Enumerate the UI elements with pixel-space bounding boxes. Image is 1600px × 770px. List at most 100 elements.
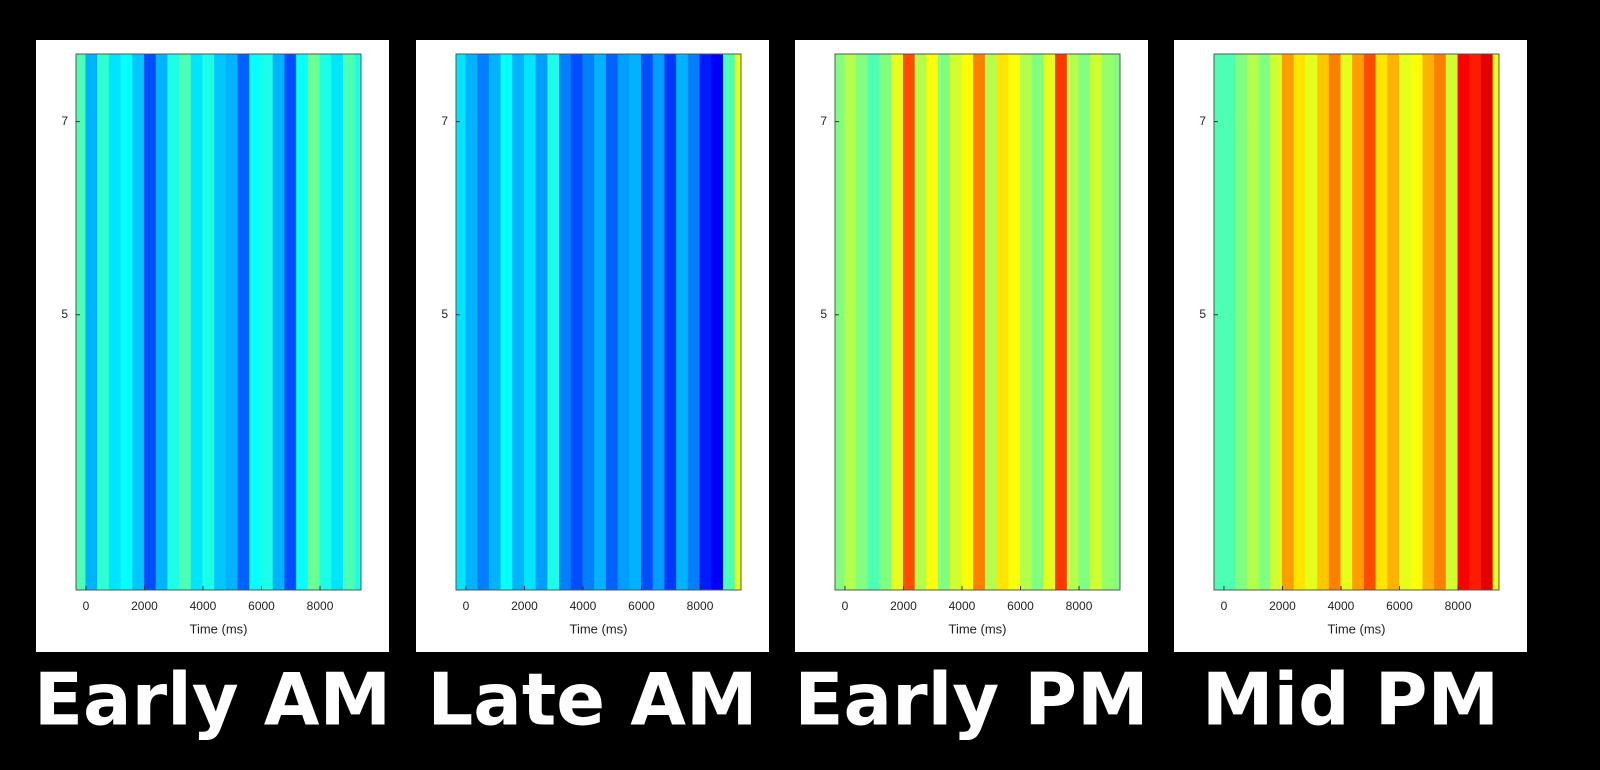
- y-tick-label: 7: [61, 114, 68, 128]
- x-tick-label: 0: [83, 599, 90, 613]
- heatmap-cell: [488, 54, 502, 590]
- heatmap-cell: [984, 54, 998, 590]
- heatmap-cell: [1317, 54, 1330, 590]
- heatmap-cell: [891, 54, 904, 590]
- heatmap-cell: [973, 54, 986, 590]
- heatmap-cell: [1434, 54, 1447, 590]
- heatmap-cell: [734, 54, 741, 590]
- heatmap-cell: [629, 54, 643, 590]
- heatmap-cell: [1055, 54, 1068, 590]
- heatmap-cell: [676, 54, 689, 590]
- heatmap-cell: [237, 54, 251, 590]
- heatmap-cells: [1214, 54, 1499, 590]
- heatmap-cell: [652, 54, 666, 590]
- heatmap-cell: [879, 54, 893, 590]
- heatmap-cells: [456, 54, 741, 590]
- heatmap-cell: [1480, 54, 1494, 590]
- heatmap-cell: [307, 54, 321, 590]
- heatmap-cell: [535, 54, 549, 590]
- heatmap-cell: [132, 54, 145, 590]
- x-axis-label: Time (ms): [948, 621, 1006, 636]
- y-tick-label: 7: [820, 114, 827, 128]
- heatmap-cell: [1281, 54, 1295, 590]
- heatmap-cell: [143, 54, 157, 590]
- x-tick-label: 2000: [890, 599, 917, 613]
- heatmap-cell: [85, 54, 99, 590]
- x-tick-label: 4000: [190, 599, 217, 613]
- heatmap-cells: [76, 54, 361, 590]
- heatmap-cell: [699, 54, 713, 590]
- heatmap-cell: [582, 54, 596, 590]
- x-axis-label: Time (ms): [1327, 621, 1385, 636]
- heatmap-cell: [354, 54, 361, 590]
- heatmap-cell: [1328, 54, 1342, 590]
- heatmap-cell: [1214, 54, 1225, 590]
- heatmap-cell: [938, 54, 951, 590]
- heatmap-cell: [272, 54, 286, 590]
- y-tick-label: 5: [61, 307, 68, 321]
- x-tick-label: 6000: [248, 599, 275, 613]
- heatmap-cell: [664, 54, 678, 590]
- heatmap-cell: [1090, 54, 1103, 590]
- heatmap-cell: [249, 54, 263, 590]
- heatmap-cell: [465, 54, 479, 590]
- heatmap-cell: [261, 54, 274, 590]
- heatmap-cell: [687, 54, 701, 590]
- heatmap-cell: [605, 54, 619, 590]
- heatmap-cell: [1101, 54, 1115, 590]
- heatmap-cell: [594, 54, 607, 590]
- x-tick-label: 4000: [570, 599, 597, 613]
- heatmap-cell: [1445, 54, 1459, 590]
- heatmap-cell: [179, 54, 192, 590]
- heatmap-cell: [1340, 54, 1354, 590]
- heatmap-cell: [120, 54, 134, 590]
- heatmap-cell: [1223, 54, 1237, 590]
- heatmap-cell: [1258, 54, 1272, 590]
- heatmap-cell: [1457, 54, 1471, 590]
- heatmap-cell: [949, 54, 963, 590]
- heatmap-cell: [1008, 54, 1022, 590]
- y-tick-label: 5: [1199, 307, 1206, 321]
- panel-title: Late AM: [427, 658, 757, 742]
- heatmap-cell: [1352, 54, 1365, 590]
- heatmap-cell: [284, 54, 298, 590]
- heatmap-cell: [914, 54, 928, 590]
- x-axis-label: Time (ms): [569, 621, 627, 636]
- heatmap-cell: [641, 54, 654, 590]
- y-tick-label: 7: [1199, 114, 1206, 128]
- heatmap-cell: [214, 54, 227, 590]
- heatmap-cell: [1293, 54, 1307, 590]
- plot-frame: [75, 53, 362, 591]
- x-tick-label: 2000: [1269, 599, 1296, 613]
- heatmap-cell: [1305, 54, 1319, 590]
- heatmap-cell: [1031, 54, 1045, 590]
- heatmap-cell: [319, 54, 333, 590]
- x-tick-label: 6000: [1007, 599, 1034, 613]
- heatmap-cell: [108, 54, 122, 590]
- heatmap-cell: [856, 54, 869, 590]
- heatmap-cell: [547, 54, 561, 590]
- x-axis-label: Time (ms): [189, 621, 247, 636]
- heatmap-cell: [97, 54, 110, 590]
- plot-frame: [455, 53, 742, 591]
- heatmap-cell: [1422, 54, 1436, 590]
- heatmap-cell: [190, 54, 204, 590]
- y-tick-label: 5: [441, 307, 448, 321]
- heatmap-cell: [477, 54, 490, 590]
- plot-frame: [1213, 53, 1500, 591]
- x-tick-label: 6000: [1386, 599, 1413, 613]
- heatmap-cell: [167, 54, 181, 590]
- heatmap-cell: [76, 54, 87, 590]
- panel-title: Early PM: [794, 658, 1148, 742]
- x-tick-label: 4000: [949, 599, 976, 613]
- heatmap-cell: [722, 54, 736, 590]
- panel: 0 2000 4000 6000 8000 5 7 Time (ms): [36, 40, 389, 652]
- heatmap-cell: [512, 54, 525, 590]
- heatmap-cell: [1410, 54, 1424, 590]
- heatmap-cell: [500, 54, 514, 590]
- heatmap-cell: [1246, 54, 1260, 590]
- heatmap-cell: [1113, 54, 1120, 590]
- heatmap-cell: [202, 54, 216, 590]
- heatmap-cell: [1387, 54, 1401, 590]
